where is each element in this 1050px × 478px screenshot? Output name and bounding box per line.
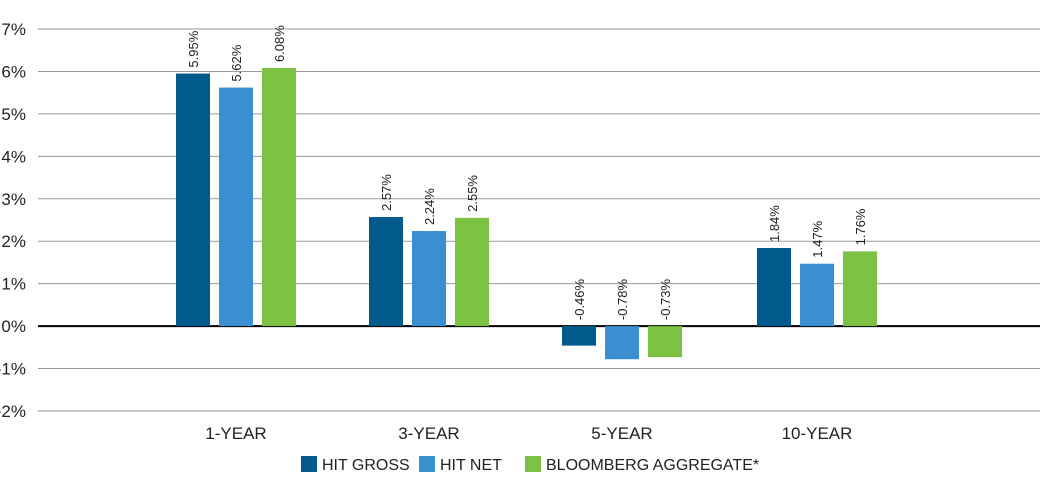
y-tick-label: 0%: [1, 317, 26, 336]
y-tick-label: -2%: [0, 402, 26, 421]
data-label: 2.24%: [422, 188, 437, 225]
legend-label: HIT NET: [440, 457, 502, 474]
x-axis-category-labels: 1-YEAR 3-YEAR 5-YEAR 10-YEAR: [205, 424, 852, 443]
legend-label: BLOOMBERG AGGREGATE*: [546, 457, 759, 474]
legend: HIT GROSS HIT NET BLOOMBERG AGGREGATE*: [301, 456, 759, 474]
bar-hit-gross-1-year: [176, 73, 210, 327]
x-category-label: 10-YEAR: [782, 424, 853, 443]
data-label: 5.95%: [186, 30, 201, 67]
bar-hit-gross-5-year: [562, 326, 596, 346]
data-label: 5.62%: [229, 44, 244, 81]
y-tick-label: 1%: [1, 275, 26, 294]
bar-bloomberg-aggregate-3-year: [455, 217, 489, 327]
y-tick-label: 2%: [1, 232, 26, 251]
data-label: -0.73%: [658, 278, 673, 320]
y-tick-label: 4%: [1, 147, 26, 166]
data-label: -0.46%: [572, 278, 587, 320]
x-category-label: 5-YEAR: [591, 424, 652, 443]
legend-label: HIT GROSS: [322, 457, 410, 474]
data-labels: 5.95% 5.62% 6.08% 2.57% 2.24% 2.55% -0.46% -0.7…: [186, 25, 868, 320]
legend-swatch: [525, 456, 541, 472]
bar-hit-net-1-year: [219, 87, 253, 327]
bar-hit-net-5-year: [605, 326, 639, 360]
data-label: 1.47%: [810, 220, 825, 257]
bar-hit-gross-3-year: [369, 217, 403, 327]
y-axis-tick-labels: 7% 6% 5% 4% 3% 2% 1% 0% -1% -2%: [0, 20, 26, 421]
x-category-label: 1-YEAR: [205, 424, 266, 443]
y-tick-label: 3%: [1, 190, 26, 209]
y-tick-label: 5%: [1, 105, 26, 124]
data-label: 1.84%: [767, 205, 782, 242]
bar-hit-net-3-year: [412, 231, 446, 327]
bar-bloomberg-aggregate-5-year: [648, 326, 682, 358]
bar-bloomberg-aggregate-1-year: [262, 68, 296, 327]
y-tick-label: 6%: [1, 62, 26, 81]
legend-swatch: [419, 456, 435, 472]
legend-swatch: [301, 456, 317, 472]
y-tick-label: 7%: [1, 20, 26, 39]
data-label: 6.08%: [272, 25, 287, 62]
data-label: 2.55%: [465, 175, 480, 212]
bar-hit-gross-10-year: [757, 248, 791, 327]
x-category-label: 3-YEAR: [398, 424, 459, 443]
data-label: 1.76%: [853, 208, 868, 245]
bar-bloomberg-aggregate-10-year: [843, 251, 877, 327]
bars: [176, 68, 877, 360]
data-label: 2.57%: [379, 174, 394, 211]
y-tick-label: -1%: [0, 360, 26, 379]
data-label: -0.78%: [615, 278, 630, 320]
bar-hit-net-10-year: [800, 263, 834, 327]
